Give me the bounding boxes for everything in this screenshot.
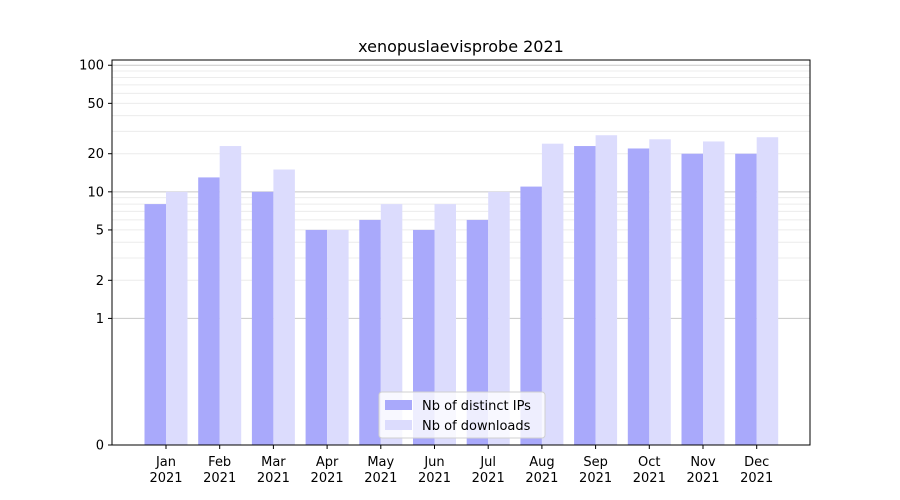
bar-distinct-ips-apr <box>305 229 328 445</box>
x-tick-label-year: 2021 <box>633 471 666 486</box>
bar-downloads-mar <box>273 169 295 445</box>
y-tick-label: 10 <box>87 185 104 200</box>
y-tick-label: 20 <box>87 147 104 162</box>
bar-distinct-ips-sep <box>574 146 596 445</box>
x-tick-label-year: 2021 <box>686 471 719 486</box>
x-tick-label-month: Jun <box>423 455 444 470</box>
y-tick-label: 0 <box>96 439 104 454</box>
legend-box <box>378 391 546 439</box>
x-tick-label-month: Mar <box>261 455 286 470</box>
bar-downloads-nov <box>703 141 725 445</box>
bar-distinct-ips-aug <box>520 186 542 446</box>
x-tick-label-year: 2021 <box>203 471 236 486</box>
legend-swatch <box>385 400 412 410</box>
y-tick-label: 1 <box>96 312 104 327</box>
x-tick-label-month: Dec <box>744 455 769 470</box>
bar-downloads-oct <box>649 139 671 445</box>
x-tick-label-year: 2021 <box>525 471 558 486</box>
x-tick-label-month: Jan <box>155 455 176 470</box>
bar-downloads-feb <box>219 146 242 445</box>
y-tick-label: 5 <box>96 223 104 238</box>
x-tick-label-year: 2021 <box>579 471 612 486</box>
x-tick-label-month: Oct <box>638 455 660 470</box>
bar-downloads-apr <box>327 229 349 445</box>
y-tick-label: 2 <box>96 274 104 289</box>
legend: Nb of distinct IPs Nb of downloads <box>378 391 546 439</box>
legend-swatch <box>385 420 412 430</box>
legend-label: Nb of downloads <box>422 419 531 434</box>
bar-distinct-ips-jun <box>413 229 435 445</box>
x-tick-label-year: 2021 <box>418 471 451 486</box>
bar-downloads-sep <box>595 135 618 445</box>
x-tick-label-year: 2021 <box>364 471 397 486</box>
x-tick-label-year: 2021 <box>472 471 505 486</box>
x-tick-label-month: Feb <box>208 455 231 470</box>
x-tick-label-year: 2021 <box>740 471 773 486</box>
x-tick-label-month: Aug <box>529 455 554 470</box>
bar-downloads-jan <box>166 191 188 445</box>
bar-downloads-aug <box>541 143 564 445</box>
legend-label: Nb of distinct IPs <box>422 399 531 414</box>
bar-downloads-jul <box>488 191 510 445</box>
x-tick-label-year: 2021 <box>149 471 182 486</box>
bar-downloads-jun <box>434 204 456 445</box>
bar-distinct-ips-dec <box>735 153 757 446</box>
bar-distinct-ips-nov <box>681 153 703 446</box>
bar-distinct-ips-jan <box>144 204 166 445</box>
chart-title: xenopuslaevisprobe 2021 <box>358 37 564 56</box>
x-tick-label-month: Sep <box>583 455 608 470</box>
x-tick-label-month: Apr <box>316 455 339 470</box>
y-tick-label: 100 <box>79 59 104 74</box>
bar-downloads-dec <box>756 137 779 446</box>
x-tick-label-year: 2021 <box>311 471 344 486</box>
y-tick-label: 50 <box>87 97 104 112</box>
bar-distinct-ips-feb <box>198 177 220 446</box>
x-axis: Jan2021Feb2021Mar2021Apr2021May2021Jun20… <box>149 445 773 486</box>
x-tick-label-year: 2021 <box>257 471 290 486</box>
bar-distinct-ips-mar <box>251 191 274 445</box>
x-tick-label-month: Jul <box>479 455 496 470</box>
bars-layer <box>144 135 779 446</box>
bar-distinct-ips-oct <box>627 148 650 445</box>
bar-downloads-may <box>380 204 403 445</box>
bar-distinct-ips-may <box>359 219 381 445</box>
x-tick-label-month: May <box>367 455 394 470</box>
bar-distinct-ips-jul <box>466 219 489 445</box>
plot-frame <box>111 59 811 446</box>
x-tick-label-month: Nov <box>690 455 716 470</box>
y-axis: 0 1 2 5 10 20 50 100 <box>79 59 112 454</box>
